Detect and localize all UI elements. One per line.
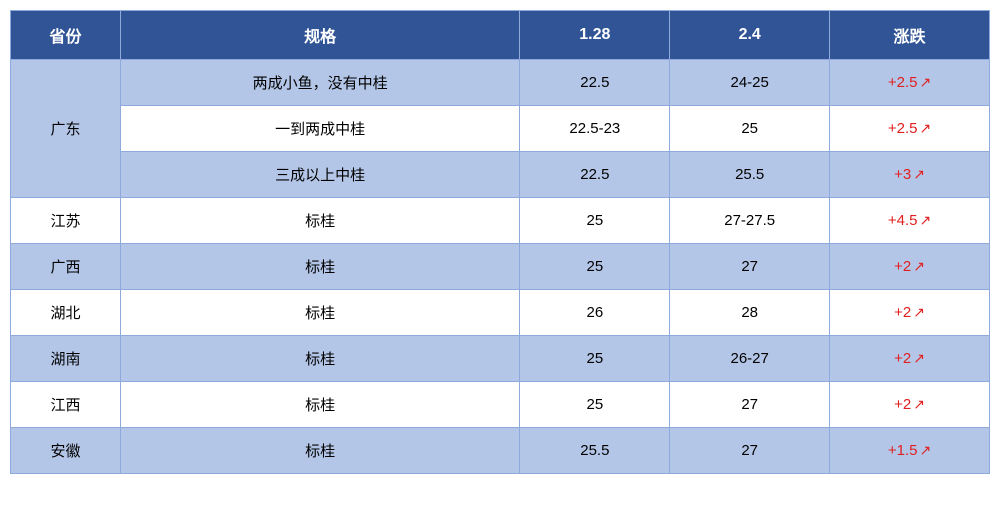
province-cell: 江苏 — [11, 198, 121, 244]
arrow-up-icon: ↗ — [913, 166, 925, 182]
v2-cell: 27 — [670, 382, 830, 428]
change-cell: +2↗ — [830, 336, 990, 382]
arrow-up-icon: ↗ — [920, 212, 932, 228]
table-row: 安徽 标桂 25.5 27 +1.5↗ — [11, 428, 990, 474]
change-value: +1.5 — [888, 442, 918, 459]
change-value: +4.5 — [888, 212, 918, 229]
spec-cell: 标桂 — [120, 336, 520, 382]
table-row: 江西 标桂 25 27 +2↗ — [11, 382, 990, 428]
v1-cell: 25 — [520, 382, 670, 428]
change-cell: +4.5↗ — [830, 198, 990, 244]
v1-cell: 25 — [520, 336, 670, 382]
province-cell: 广东 — [11, 60, 121, 198]
change-cell: +2.5↗ — [830, 60, 990, 106]
header-spec: 规格 — [120, 11, 520, 60]
header-v1: 1.28 — [520, 11, 670, 60]
v2-cell: 27 — [670, 244, 830, 290]
spec-cell: 标桂 — [120, 290, 520, 336]
province-cell: 湖北 — [11, 290, 121, 336]
arrow-up-icon: ↗ — [913, 396, 925, 412]
change-value: +3 — [894, 166, 911, 183]
table-body: 广东 两成小鱼，没有中桂 22.5 24-25 +2.5↗ 一到两成中桂 22.… — [11, 60, 990, 474]
spec-cell: 标桂 — [120, 244, 520, 290]
header-change: 涨跌 — [830, 11, 990, 60]
arrow-up-icon: ↗ — [913, 258, 925, 274]
v1-cell: 22.5 — [520, 60, 670, 106]
v2-cell: 26-27 — [670, 336, 830, 382]
province-cell: 安徽 — [11, 428, 121, 474]
change-value: +2 — [894, 396, 911, 413]
spec-cell: 标桂 — [120, 198, 520, 244]
v2-cell: 25 — [670, 106, 830, 152]
v2-cell: 24-25 — [670, 60, 830, 106]
v1-cell: 26 — [520, 290, 670, 336]
change-value: +2 — [894, 258, 911, 275]
header-v2: 2.4 — [670, 11, 830, 60]
v1-cell: 22.5 — [520, 152, 670, 198]
change-cell: +2↗ — [830, 290, 990, 336]
table-row: 一到两成中桂 22.5-23 25 +2.5↗ — [11, 106, 990, 152]
header-province: 省份 — [11, 11, 121, 60]
price-table: 省份 规格 1.28 2.4 涨跌 广东 两成小鱼，没有中桂 22.5 24-2… — [10, 10, 990, 474]
table-row: 湖南 标桂 25 26-27 +2↗ — [11, 336, 990, 382]
v1-cell: 22.5-23 — [520, 106, 670, 152]
spec-cell: 三成以上中桂 — [120, 152, 520, 198]
change-cell: +1.5↗ — [830, 428, 990, 474]
spec-cell: 标桂 — [120, 382, 520, 428]
v1-cell: 25 — [520, 244, 670, 290]
v2-cell: 28 — [670, 290, 830, 336]
table-row: 广西 标桂 25 27 +2↗ — [11, 244, 990, 290]
v1-cell: 25.5 — [520, 428, 670, 474]
table-row: 湖北 标桂 26 28 +2↗ — [11, 290, 990, 336]
spec-cell: 一到两成中桂 — [120, 106, 520, 152]
change-value: +2 — [894, 350, 911, 367]
arrow-up-icon: ↗ — [920, 120, 932, 136]
province-cell: 广西 — [11, 244, 121, 290]
table-row: 广东 两成小鱼，没有中桂 22.5 24-25 +2.5↗ — [11, 60, 990, 106]
change-cell: +3↗ — [830, 152, 990, 198]
province-cell: 湖南 — [11, 336, 121, 382]
province-cell: 江西 — [11, 382, 121, 428]
arrow-up-icon: ↗ — [913, 350, 925, 366]
change-value: +2.5 — [888, 74, 918, 91]
spec-cell: 标桂 — [120, 428, 520, 474]
change-cell: +2↗ — [830, 382, 990, 428]
change-cell: +2.5↗ — [830, 106, 990, 152]
v1-cell: 25 — [520, 198, 670, 244]
table-row: 江苏 标桂 25 27-27.5 +4.5↗ — [11, 198, 990, 244]
v2-cell: 25.5 — [670, 152, 830, 198]
change-value: +2 — [894, 304, 911, 321]
change-value: +2.5 — [888, 120, 918, 137]
v2-cell: 27 — [670, 428, 830, 474]
arrow-up-icon: ↗ — [920, 442, 932, 458]
arrow-up-icon: ↗ — [920, 74, 932, 90]
table-header: 省份 规格 1.28 2.4 涨跌 — [11, 11, 990, 60]
change-cell: +2↗ — [830, 244, 990, 290]
table-row: 三成以上中桂 22.5 25.5 +3↗ — [11, 152, 990, 198]
v2-cell: 27-27.5 — [670, 198, 830, 244]
arrow-up-icon: ↗ — [913, 304, 925, 320]
spec-cell: 两成小鱼，没有中桂 — [120, 60, 520, 106]
